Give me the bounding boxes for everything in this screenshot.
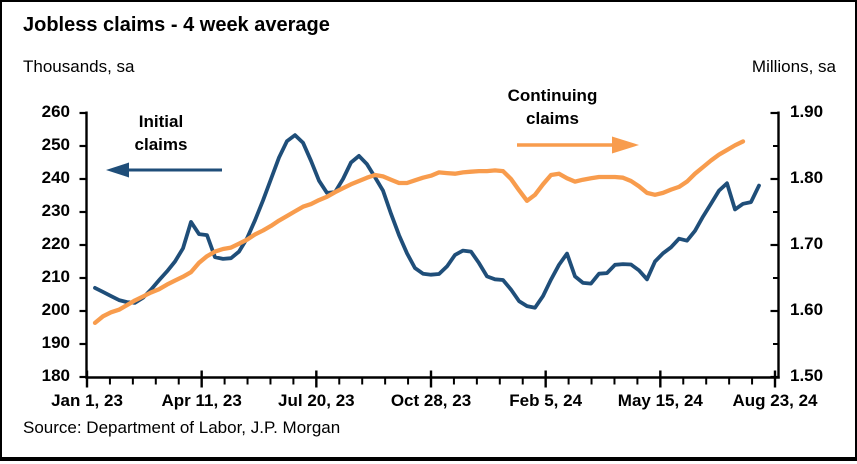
page-title: Jobless claims - 4 week average — [23, 14, 330, 36]
left-tick-label: 220 — [41, 234, 70, 253]
x-tick-label: Apr 11, 23 — [161, 391, 242, 410]
axes — [79, 111, 780, 388]
x-tick-label: Feb 5, 24 — [509, 391, 583, 410]
x-tick-label: Jan 1, 23 — [51, 391, 123, 410]
left-tick-label: 240 — [41, 168, 70, 187]
initial-claims-label-line2: claims — [134, 135, 188, 154]
left-tick-label: 190 — [41, 333, 70, 352]
left-tick-label: 180 — [41, 366, 70, 385]
continuing-claims-line — [92, 139, 746, 326]
right-tick-label: 1.80 — [790, 168, 824, 187]
right-tick-label: 1.50 — [790, 366, 824, 385]
x-tick-label: Oct 28, 23 — [390, 391, 472, 410]
left-tick-label: 200 — [41, 300, 70, 319]
left-tick-label: 260 — [41, 102, 70, 121]
right-axis-units: Millions, sa — [751, 57, 836, 76]
initial-claims-arrow — [106, 162, 222, 178]
left-tick-label: 210 — [41, 267, 70, 286]
continuing-claims-label-line1: Continuing — [507, 86, 598, 105]
x-tick-label: Jul 20, 23 — [278, 391, 355, 410]
continuing-claims-label: Continuing claims — [480, 84, 625, 130]
initial-claims-line — [93, 133, 761, 310]
right-tick-label: 1.60 — [790, 300, 824, 319]
source-note: Source: Department of Labor, J.P. Morgan — [23, 418, 341, 437]
right-tick-label: 1.90 — [790, 102, 824, 121]
continuing-claims-arrow — [517, 136, 639, 154]
left-tick-label: 230 — [41, 201, 70, 220]
x-tick-label: May 15, 24 — [617, 391, 703, 410]
continuing-claims-label-line2: claims — [526, 109, 579, 128]
right-tick-label: 1.70 — [790, 234, 824, 253]
x-tick-label: Aug 23, 24 — [732, 391, 818, 410]
left-tick-label: 250 — [41, 135, 70, 154]
initial-claims-label: Initial claims — [98, 110, 224, 156]
initial-claims-label-line1: Initial — [138, 112, 184, 131]
left-axis-units: Thousands, sa — [23, 57, 135, 76]
